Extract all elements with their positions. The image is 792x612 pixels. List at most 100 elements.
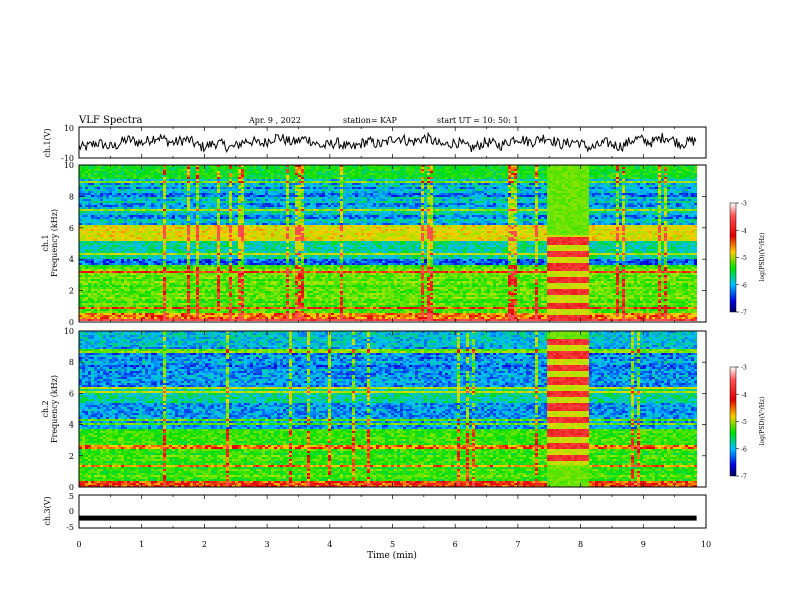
spectrogram-cell xyxy=(106,281,109,283)
spectrogram-cell xyxy=(121,229,124,231)
spectrogram-cell xyxy=(211,305,214,307)
spectrogram-cell xyxy=(133,297,136,299)
spectrogram-cell xyxy=(157,231,160,233)
spectrogram-cell xyxy=(145,199,148,201)
spectrogram-cell xyxy=(91,235,94,237)
spectrogram-cell xyxy=(130,305,133,307)
spectrogram-cell xyxy=(157,179,160,181)
spectrogram-cell xyxy=(220,191,223,193)
spectrogram-cell xyxy=(247,185,250,187)
spectrogram-cell xyxy=(244,277,247,279)
spectrogram-cell xyxy=(160,239,163,241)
spectrogram-cell xyxy=(193,289,196,291)
spectrogram-cell xyxy=(154,241,157,243)
spectrogram-cell xyxy=(208,285,211,287)
spectrogram-cell xyxy=(112,201,115,203)
spectrogram-cell xyxy=(85,293,88,295)
spectrogram-cell xyxy=(121,183,124,185)
spectrogram-cell xyxy=(130,275,133,277)
spectrogram-cell xyxy=(136,185,139,187)
spectrogram-cell xyxy=(175,225,178,227)
spectrogram-cell xyxy=(145,219,148,221)
spectrogram-cell xyxy=(106,191,109,193)
spectrogram-cell xyxy=(112,195,115,197)
spectrogram-cell xyxy=(112,235,115,237)
spectrogram-cell xyxy=(130,229,133,231)
spectrogram-cell xyxy=(184,177,187,179)
spectrogram-cell xyxy=(127,171,130,173)
spectrogram-cell xyxy=(202,271,205,273)
spectrogram-cell xyxy=(88,217,91,219)
spectrogram-cell xyxy=(229,299,232,301)
spectrogram-cell xyxy=(223,223,226,225)
spectrogram-cell xyxy=(157,251,160,253)
spectrogram-cell xyxy=(154,245,157,247)
spectrogram-cell xyxy=(232,167,235,169)
spectrogram-cell xyxy=(115,203,118,205)
spectrogram-cell xyxy=(226,181,229,183)
spectrogram-cell xyxy=(163,289,166,291)
spectrogram-cell xyxy=(172,303,175,305)
spectrogram-cell xyxy=(169,255,172,257)
spectrogram-cell xyxy=(208,309,211,311)
spectrogram-cell xyxy=(130,269,133,271)
spectrogram-cell xyxy=(175,299,178,301)
spectrogram-cell xyxy=(214,181,217,183)
spectrogram-cell xyxy=(121,209,124,211)
spectrogram-cell xyxy=(118,229,121,231)
spectrogram-cell xyxy=(97,245,100,247)
spectrogram-cell xyxy=(145,273,148,275)
spectrogram-cell xyxy=(178,281,181,283)
spectrogram-cell xyxy=(220,259,223,261)
spectrogram-cell xyxy=(223,213,226,215)
spectrogram-cell xyxy=(184,315,187,317)
spectrogram-cell xyxy=(136,189,139,191)
spectrogram-cell xyxy=(181,267,184,269)
spectrogram-cell xyxy=(223,217,226,219)
spectrogram-cell xyxy=(145,233,148,235)
spectrogram-cell xyxy=(130,201,133,203)
spectrogram-cell xyxy=(145,281,148,283)
spectrogram-cell xyxy=(160,227,163,229)
spectrogram-cell xyxy=(112,309,115,311)
spectrogram-cell xyxy=(85,269,88,271)
spectrogram-cell xyxy=(115,187,118,189)
spectrogram-cell xyxy=(220,255,223,257)
spectrogram-cell xyxy=(193,241,196,243)
spectrogram-cell xyxy=(82,169,85,171)
spectrogram-cell xyxy=(133,189,136,191)
spectrogram-cell xyxy=(139,291,142,293)
spectrogram-cell xyxy=(133,273,136,275)
spectrogram-cell xyxy=(223,243,226,245)
spectrogram-cell xyxy=(142,253,145,255)
spectrogram-cell xyxy=(208,253,211,255)
spectrogram-cell xyxy=(118,203,121,205)
spectrogram-cell xyxy=(247,257,250,259)
spectrogram-cell xyxy=(235,265,238,267)
spectrogram-cell xyxy=(184,269,187,271)
spectrogram-cell xyxy=(94,231,97,233)
spectrogram-cell xyxy=(103,243,106,245)
spectrogram-cell xyxy=(214,207,217,209)
spectrogram-cell xyxy=(214,175,217,177)
spectrogram-cell xyxy=(199,167,202,169)
spectrogram-cell xyxy=(184,305,187,307)
spectrogram-cell xyxy=(115,221,118,223)
spectrogram-cell xyxy=(190,203,193,205)
spectrogram-cell xyxy=(163,169,166,171)
spectrogram-cell xyxy=(145,169,148,171)
spectrogram-cell xyxy=(220,315,223,317)
spectrogram-cell xyxy=(220,177,223,179)
spectrogram-cell xyxy=(133,305,136,307)
spectrogram-cell xyxy=(139,181,142,183)
spectrogram-cell xyxy=(160,319,163,321)
spectrogram-cell xyxy=(226,251,229,253)
spectrogram-cell xyxy=(211,297,214,299)
spectrogram-cell xyxy=(139,185,142,187)
spectrogram-cell xyxy=(217,245,220,247)
spectrogram-cell xyxy=(217,255,220,257)
spectrogram-cell xyxy=(100,171,103,173)
spectrogram-cell xyxy=(88,279,91,281)
spectrogram-cell xyxy=(199,273,202,275)
spectrogram-cell xyxy=(160,261,163,263)
